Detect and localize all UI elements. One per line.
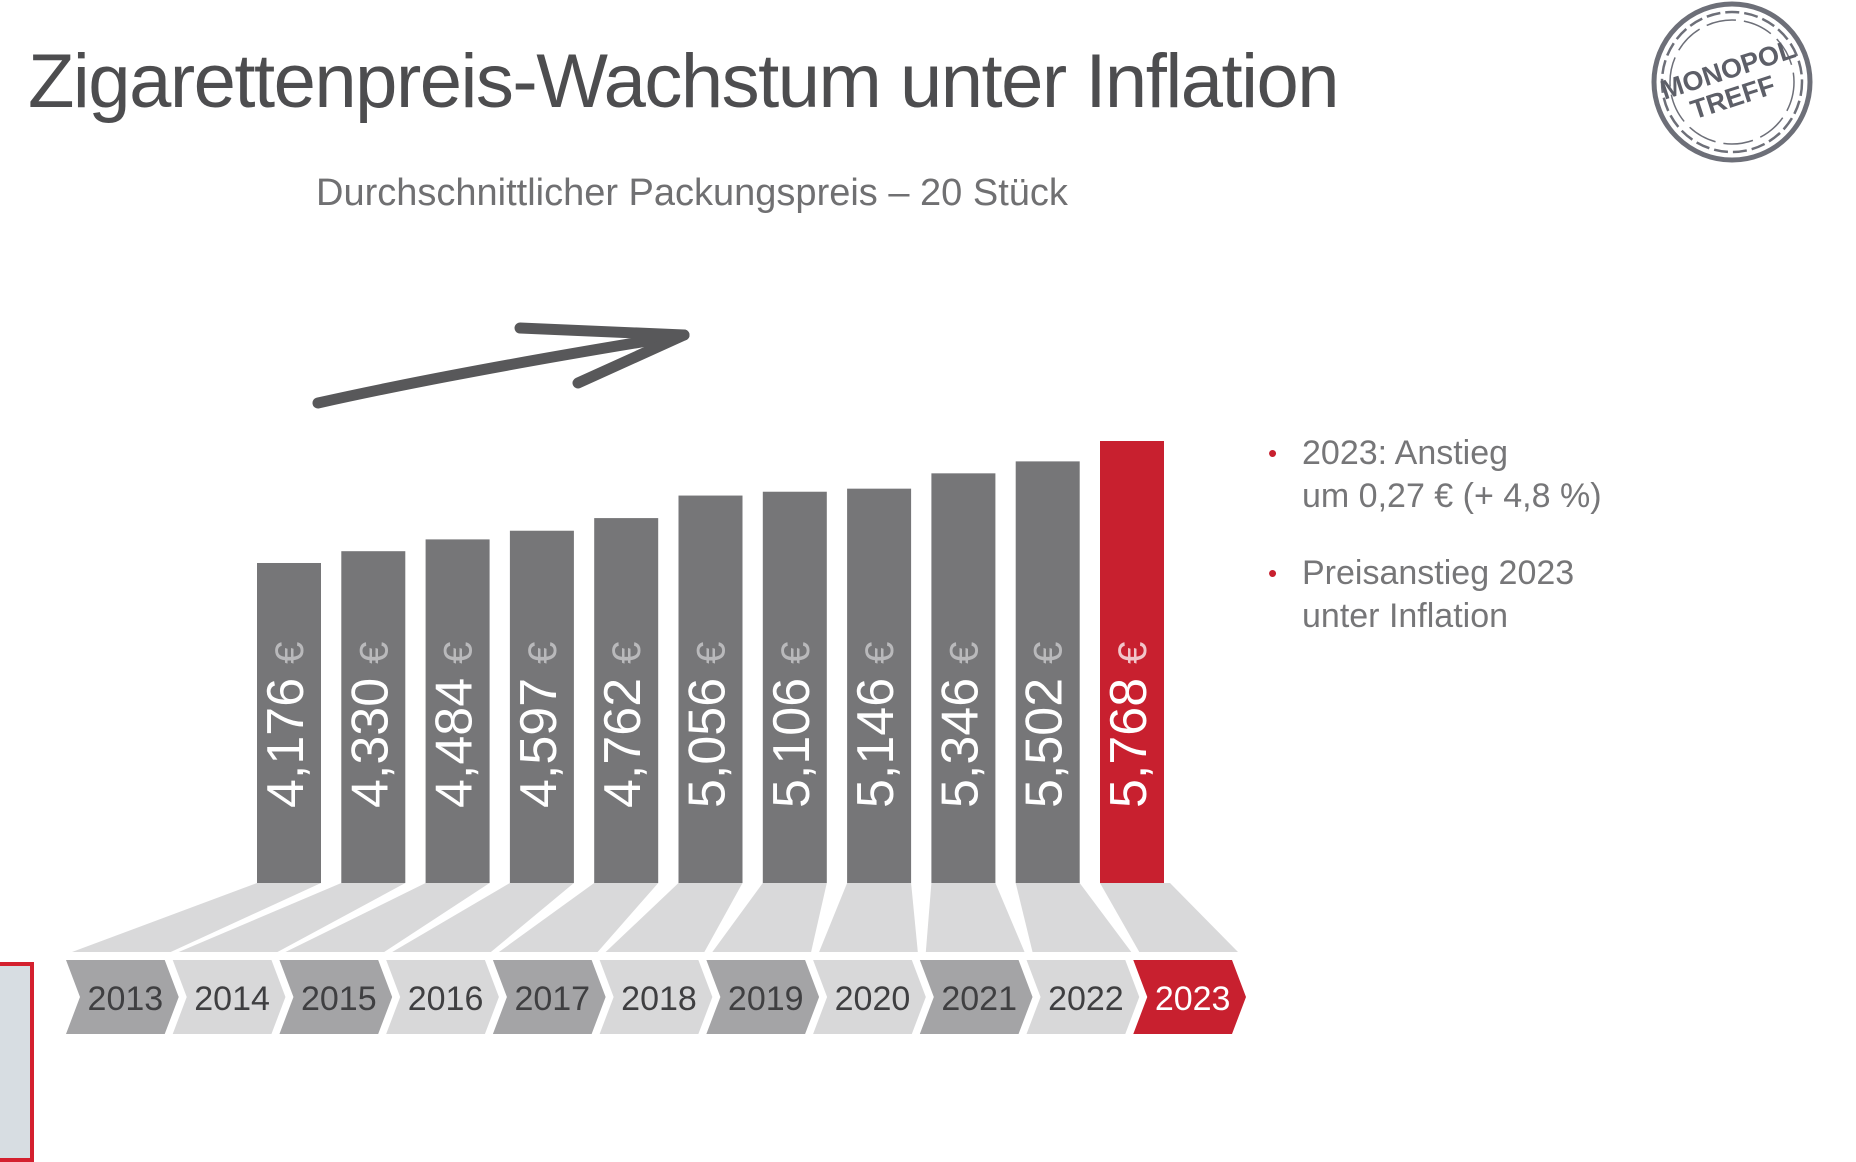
x-tick-label: 2019 — [728, 980, 804, 1018]
floor-segment — [72, 883, 321, 952]
data-label: 5,346€ — [931, 642, 989, 808]
page-title: Zigarettenpreis-Wachstum unter Inflation — [28, 39, 1340, 124]
bar — [509, 530, 574, 883]
bullet-icon: • — [1268, 558, 1278, 588]
year-chevron — [706, 960, 820, 1034]
x-tick-label: 2014 — [194, 980, 270, 1018]
bar — [762, 491, 827, 883]
floor-segment — [392, 883, 574, 952]
window-edge — [0, 962, 34, 1162]
floor-segment — [819, 883, 918, 952]
monopol-treff-logo: MONOPOL TREFF — [1651, 1, 1813, 163]
floor-segment — [925, 883, 1025, 952]
x-tick-label: 2020 — [835, 980, 911, 1018]
x-tick-label: 2015 — [301, 980, 377, 1018]
bar — [847, 488, 912, 883]
floor-segment — [605, 883, 743, 952]
floor-segment — [1015, 883, 1132, 952]
x-tick-label: 2013 — [88, 980, 164, 1018]
note-line: 2023: Anstieg — [1302, 434, 1509, 472]
x-tick-label: 2022 — [1048, 980, 1124, 1018]
year-chevron — [919, 960, 1033, 1034]
year-chevron — [599, 960, 713, 1034]
year-chevron — [813, 960, 926, 1034]
bar — [594, 518, 659, 883]
bar — [1015, 461, 1080, 883]
note-line: um 0,27 € (+ 4,8 %) — [1302, 477, 1602, 515]
data-label: 4,330€ — [341, 642, 399, 808]
bar — [1100, 441, 1164, 883]
chart-subtitle: Durchschnittlicher Packungspreis – 20 St… — [316, 172, 1068, 214]
data-label: 5,106€ — [763, 642, 821, 808]
note-line: Preisanstieg 2023 — [1302, 554, 1575, 592]
year-chevron — [492, 960, 606, 1034]
floor-segment — [178, 883, 406, 952]
floor-segment — [285, 883, 490, 952]
note-line: unter Inflation — [1302, 597, 1509, 635]
year-chevron — [172, 960, 286, 1034]
year-chevron — [66, 960, 179, 1034]
data-label: 4,484€ — [426, 642, 484, 808]
note-item: • Preisanstieg 2023 unter Inflation — [1268, 552, 1708, 638]
data-label: 5,146€ — [847, 642, 905, 808]
x-tick-label: 2018 — [621, 980, 697, 1018]
floor-segment — [1100, 883, 1238, 952]
x-tick-label: 2023 — [1155, 980, 1231, 1018]
year-chevron — [279, 960, 393, 1034]
bar — [678, 495, 743, 883]
x-tick-label: 2017 — [514, 980, 590, 1018]
bar — [425, 539, 490, 883]
data-label: 4,176€ — [257, 642, 315, 808]
data-label: 4,597€ — [510, 642, 568, 808]
data-label: 5,768€ — [1100, 642, 1158, 808]
data-label: 5,056€ — [679, 642, 737, 808]
data-label: 5,502€ — [1016, 642, 1074, 808]
trend-arrow-icon — [312, 322, 690, 409]
year-chevron — [1026, 960, 1140, 1034]
x-tick-label: 2016 — [408, 980, 484, 1018]
notes-list: • 2023: Anstieg um 0,27 € (+ 4,8 %) • Pr… — [1268, 432, 1708, 672]
bar — [931, 473, 996, 883]
note-item: • 2023: Anstieg um 0,27 € (+ 4,8 %) — [1268, 432, 1708, 518]
year-chevron — [1133, 960, 1246, 1034]
floor-segment — [498, 883, 659, 952]
bullet-icon: • — [1268, 438, 1278, 468]
data-label: 4,762€ — [594, 642, 652, 808]
bar — [257, 562, 321, 883]
floor-segment — [712, 883, 827, 952]
year-chevron — [386, 960, 499, 1034]
x-tick-label: 2021 — [941, 980, 1017, 1018]
bar — [341, 551, 406, 883]
